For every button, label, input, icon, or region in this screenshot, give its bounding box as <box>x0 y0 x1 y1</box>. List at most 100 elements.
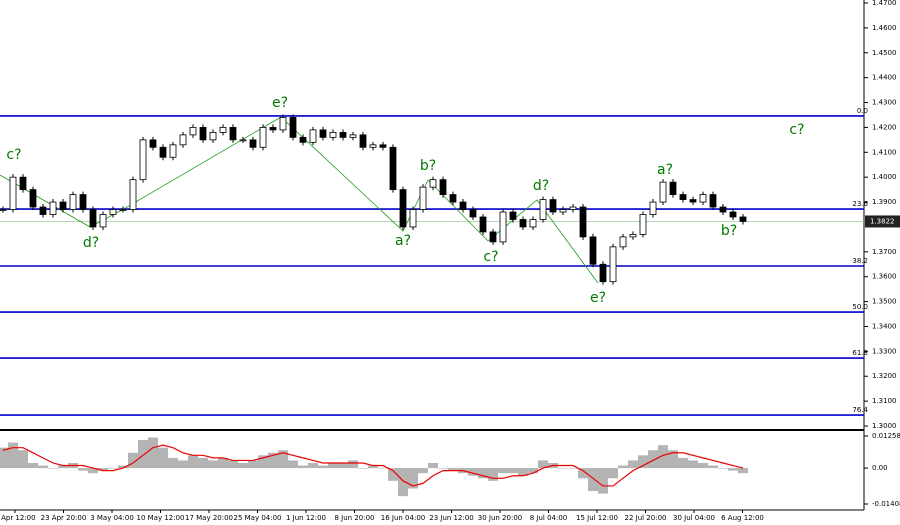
candle-body <box>79 194 87 210</box>
wave-label: a? <box>657 162 673 178</box>
wave-label: e? <box>590 290 606 306</box>
macd-bar <box>318 465 328 469</box>
macd-bar <box>358 468 368 469</box>
macd-bar <box>198 457 208 469</box>
x-tick-label: 25 May 04:00 <box>233 514 281 522</box>
candle-body <box>449 194 457 203</box>
macd-bar <box>78 468 88 471</box>
macd-bar <box>568 468 578 469</box>
macd-bar <box>398 468 408 497</box>
x-tick-label: 5 Apr 12:00 <box>0 514 36 522</box>
wave-label: b? <box>420 158 436 174</box>
candle-body <box>559 209 567 213</box>
wave-label: c? <box>483 249 498 265</box>
y-tick-label: 1.3000 <box>872 422 897 430</box>
wave-label: c? <box>6 147 21 163</box>
y-tick-label: 1.4300 <box>872 99 897 107</box>
macd-bar <box>538 460 548 469</box>
macd-bar <box>108 468 118 469</box>
candle-body <box>579 206 587 238</box>
macd-bar <box>378 468 388 469</box>
macd-bar <box>178 460 188 469</box>
candle-body <box>659 181 667 203</box>
x-tick-label: 8 Jul 04:00 <box>530 514 568 522</box>
y-tick-label: 1.3300 <box>872 347 897 355</box>
macd-bar <box>308 462 318 469</box>
candle-body <box>669 181 677 195</box>
candle-body <box>619 236 627 248</box>
candle-body <box>569 206 577 210</box>
candle-body <box>639 214 647 235</box>
candle-body <box>319 129 327 138</box>
x-tick-label: 17 May 20:00 <box>185 514 233 522</box>
macd-bar <box>228 460 238 469</box>
x-tick-label: 6 Aug 12:00 <box>721 514 764 522</box>
macd-bar <box>338 462 348 469</box>
macd-bar <box>328 462 338 469</box>
candle-body <box>729 211 737 218</box>
macd-bar <box>248 460 258 469</box>
x-tick-label: 16 Jun 04:00 <box>381 514 425 522</box>
y-tick-label: 1.3400 <box>872 322 897 330</box>
candle-body <box>139 139 147 181</box>
macd-bar <box>388 468 398 481</box>
last-price-label: 1.3822 <box>870 217 895 225</box>
candle-body <box>299 136 307 143</box>
candle-body <box>519 219 527 228</box>
y-tick-label: 1.3100 <box>872 397 897 405</box>
candle-body <box>719 206 727 213</box>
macd-bar <box>648 450 658 469</box>
candle-body <box>699 194 707 203</box>
candle-body <box>209 131 217 141</box>
macd-bar <box>528 468 538 474</box>
candle-body <box>379 144 387 148</box>
macd-bar <box>698 462 708 469</box>
candle-body <box>0 209 7 211</box>
macd-bar <box>278 450 288 469</box>
candle-body <box>179 134 187 146</box>
candle-body <box>329 131 337 138</box>
macd-bar <box>128 452 138 469</box>
candle-body <box>399 189 407 228</box>
candle-body <box>239 139 247 142</box>
x-tick-label: 23 Apr 20:00 <box>41 514 87 522</box>
candle-body <box>229 127 237 141</box>
macd-bar <box>148 437 158 469</box>
y-tick-label: 1.4200 <box>872 123 897 131</box>
macd-bar <box>438 468 448 469</box>
x-tick-label: 22 Jul 20:00 <box>625 514 667 522</box>
macd-bar <box>208 460 218 469</box>
candle-body <box>119 209 127 211</box>
macd-bar <box>158 447 168 469</box>
macd-bar <box>518 468 528 476</box>
wave-label: b? <box>721 223 737 239</box>
y-tick-label: 1.3600 <box>872 273 897 281</box>
candle-body <box>739 216 747 222</box>
y-tick-label: 1.4700 <box>872 0 897 7</box>
x-tick-label: 3 May 04:00 <box>90 514 134 522</box>
macd-bar <box>508 468 518 474</box>
x-tick-label: 15 Jul 12:00 <box>576 514 618 522</box>
candle-body <box>109 209 117 215</box>
wave-label: a? <box>395 233 411 249</box>
macd-bar <box>498 468 508 474</box>
macd-bar <box>18 450 28 469</box>
candle-body <box>9 176 17 210</box>
candle-body <box>279 117 287 131</box>
candle-body <box>529 219 537 228</box>
macd-bar <box>268 452 278 469</box>
candle-body <box>539 199 547 220</box>
macd-bar <box>368 465 378 469</box>
x-tick-label: 30 Jul 04:00 <box>673 514 715 522</box>
y-tick-label: 1.3700 <box>872 248 897 256</box>
candle-body <box>409 209 417 228</box>
macd-bar <box>618 465 628 469</box>
macd-bar <box>738 468 748 474</box>
candle-body <box>269 127 277 131</box>
fib-label: 23.6 <box>852 200 868 208</box>
candle-body <box>59 201 67 210</box>
candle-body <box>709 194 717 208</box>
candle-body <box>369 144 377 148</box>
macd-y-tick-label: 0.01258 <box>872 432 900 440</box>
